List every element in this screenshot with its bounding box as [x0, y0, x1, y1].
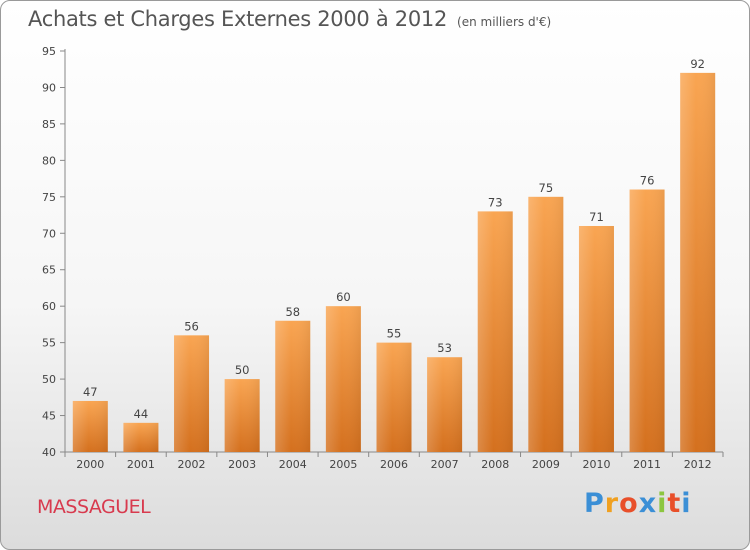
bar-shine-2012: [680, 72, 716, 452]
x-tick-label-2005: 2005: [329, 458, 357, 471]
bar-shine-2010: [578, 225, 614, 452]
logo-letter: i: [657, 488, 668, 519]
bar-shine-2005: [325, 306, 361, 452]
y-tick-label: 45: [42, 410, 56, 423]
bar-shine-2002: [174, 335, 210, 452]
x-tick-label-2011: 2011: [633, 458, 661, 471]
bar-shine-2007: [427, 357, 463, 452]
x-tick-label-2006: 2006: [380, 458, 408, 471]
data-label-2003: 50: [235, 363, 250, 377]
x-tick-label-2008: 2008: [481, 458, 509, 471]
chart-subtitle: (en milliers d'€): [457, 15, 552, 29]
x-tick-label-2009: 2009: [532, 458, 560, 471]
data-label-2000: 47: [83, 385, 98, 399]
commune-name: MASSAGUEL: [37, 496, 151, 518]
data-label-2006: 55: [387, 327, 402, 341]
x-tick-label-2001: 2001: [127, 458, 155, 471]
x-tick-label-2003: 2003: [228, 458, 256, 471]
bar-shine-2011: [629, 189, 665, 452]
y-tick-label: 75: [42, 191, 56, 204]
bar-shine-2009: [528, 196, 564, 452]
x-tick-label-2000: 2000: [76, 458, 104, 471]
x-tick-label-2010: 2010: [582, 458, 610, 471]
y-axis: 40 45 50 55 60 65 70 75 80 85 90 95: [42, 45, 66, 459]
bar-shine-2001: [123, 422, 159, 452]
y-tick-label: 95: [42, 45, 56, 58]
logo-letter: i: [681, 488, 692, 519]
data-label-2009: 75: [539, 181, 554, 195]
y-tick-label: 90: [42, 81, 56, 94]
chart-title: Achats et Charges Externes 2000 à 2012 (e…: [28, 7, 551, 31]
data-label-2005: 60: [336, 290, 351, 304]
data-label-2007: 53: [437, 341, 452, 355]
data-label-2004: 58: [285, 305, 300, 319]
logo-letter: x: [638, 488, 658, 519]
y-tick-label: 70: [42, 227, 56, 240]
data-label-2001: 44: [134, 407, 149, 421]
logo-letter: r: [604, 488, 620, 519]
x-tick-label-2012: 2012: [684, 458, 712, 471]
y-tick-label: 80: [42, 154, 56, 167]
bar-shine-2008: [477, 211, 513, 452]
proxiti-logo: Proxiti: [584, 488, 692, 519]
bar-shine-2003: [224, 379, 260, 452]
bars: [72, 72, 716, 452]
y-tick-label: 40: [42, 446, 56, 459]
x-tick-label-2004: 2004: [279, 458, 307, 471]
x-tick-label-2002: 2002: [178, 458, 206, 471]
logo-letter: P: [584, 488, 605, 519]
y-tick-label: 65: [42, 264, 56, 277]
x-axis: 2000 2001 2002 2003 2004 2005 2006 2007 2008 2009…: [64, 451, 724, 471]
y-tick-label: 60: [42, 300, 56, 313]
y-tick-label: 55: [42, 337, 56, 350]
bar-shine-2004: [275, 320, 311, 452]
data-label-2010: 71: [589, 210, 604, 224]
logo-letter: t: [667, 488, 682, 519]
data-labels: 47 44 56 50 58 60 55 53 73 75 71 76 92: [83, 57, 705, 421]
data-label-2008: 73: [488, 195, 503, 209]
data-label-2002: 56: [184, 319, 199, 333]
bar-shine-2006: [376, 342, 412, 452]
bar-shine-2000: [72, 400, 108, 452]
data-label-2011: 76: [640, 174, 655, 188]
chart-title-text: Achats et Charges Externes 2000 à 2012: [28, 7, 448, 31]
y-tick-label: 50: [42, 373, 56, 386]
y-tick-label: 85: [42, 118, 56, 131]
x-tick-label-2007: 2007: [431, 458, 459, 471]
logo-letter: o: [619, 488, 639, 519]
data-label-2012: 92: [690, 57, 705, 71]
